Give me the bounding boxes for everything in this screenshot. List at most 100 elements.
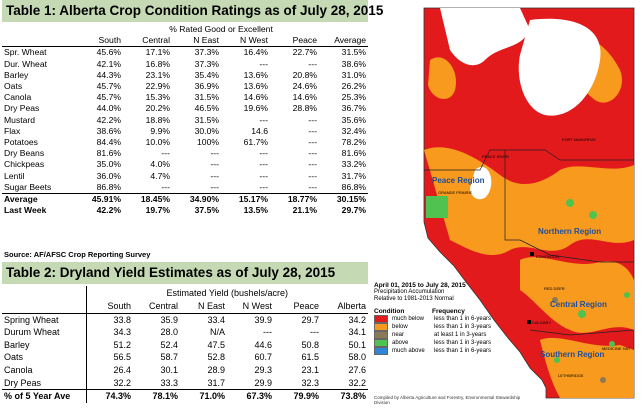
table-cell: 26.2% bbox=[341, 81, 367, 92]
area-above-3 bbox=[589, 211, 597, 219]
table-cell: 30.15% bbox=[319, 193, 369, 206]
table-cell: --- bbox=[310, 327, 319, 338]
area-below-3 bbox=[540, 337, 634, 398]
table-cell: 56.5 bbox=[113, 352, 131, 363]
table-row: Durum Wheat 34.3 28.0 N/A --- --- 34.1 bbox=[2, 326, 368, 339]
table-row: Dry Peas 44.0% 20.2% 46.5% 19.6% 28.8% 36.7% bbox=[2, 103, 368, 114]
table-cell: 31.0% bbox=[341, 69, 367, 80]
area-nonag-1 bbox=[440, 8, 530, 66]
table-row: Lentil 36.0% 4.7% --- --- --- 31.7% bbox=[2, 171, 368, 182]
table-cell: 37.3% bbox=[194, 58, 219, 69]
table-cell: 33.3 bbox=[160, 377, 178, 388]
map-region-label: Peace Region bbox=[432, 176, 485, 185]
table-cell: 15.17% bbox=[221, 193, 270, 206]
table-cell: 74.3% bbox=[86, 389, 133, 403]
table-cell: --- bbox=[161, 181, 170, 192]
table-cell: 22.7% bbox=[292, 47, 317, 58]
table-cell: 86.8% bbox=[341, 181, 367, 192]
table-cell: --- bbox=[259, 114, 268, 125]
table-cell: 30.1 bbox=[160, 364, 178, 375]
map-place-label: RED DEER bbox=[544, 286, 565, 291]
table-cell: 78.1% bbox=[133, 389, 180, 403]
column-header: Peace bbox=[274, 300, 321, 314]
map-region-label: Central Region bbox=[550, 300, 607, 309]
table-cell: 26.4 bbox=[113, 364, 131, 375]
table2-header: Estimated Yield (bushels/acre) bbox=[166, 288, 289, 298]
table-row: Spring Wheat 33.8 35.9 33.4 39.9 29.7 34.2 bbox=[2, 313, 368, 327]
table-cell: 47.5 bbox=[207, 339, 225, 350]
table-cell: 19.7% bbox=[145, 205, 170, 216]
row-label: Chickpeas bbox=[4, 159, 45, 170]
legend-condition: near bbox=[392, 331, 405, 338]
table-cell: 33.8 bbox=[113, 314, 131, 325]
table-row: Dur. Wheat 42.1% 16.8% 37.3% --- --- 38.6% bbox=[2, 59, 368, 70]
table-cell: 10.0% bbox=[145, 137, 170, 148]
table-cell: 36.7% bbox=[341, 103, 367, 114]
area-above-7 bbox=[609, 341, 615, 347]
legend-item: below less than 1 in 3-years bbox=[374, 323, 522, 331]
table-cell: 81.6% bbox=[96, 148, 121, 159]
table-cell: 17.1% bbox=[145, 47, 170, 58]
legend-frequency-header: Frequency bbox=[432, 307, 465, 315]
legend-condition: much above bbox=[392, 347, 425, 354]
table-cell: --- bbox=[308, 137, 317, 148]
column-header: N West bbox=[221, 35, 270, 48]
table-cell: 34.1 bbox=[348, 327, 367, 338]
table-cell: 44.6 bbox=[254, 339, 272, 350]
area-below-2 bbox=[520, 257, 634, 333]
row-label: Canola bbox=[4, 92, 32, 103]
table-cell: N/A bbox=[209, 327, 225, 338]
table-cell: --- bbox=[259, 170, 268, 181]
table-row: Potatoes 84.4% 10.0% 100% 61.7% --- 78.2% bbox=[2, 137, 368, 148]
area-above-6 bbox=[554, 357, 560, 363]
table-cell: 50.8 bbox=[301, 339, 319, 350]
table-cell: 22.9% bbox=[145, 81, 170, 92]
table-cell: 78.2% bbox=[341, 137, 367, 148]
table-cell: 52.8 bbox=[207, 352, 225, 363]
area-above-1 bbox=[426, 196, 448, 218]
table-row: Flax 38.6% 9.9% 30.0% 14.6 --- 32.4% bbox=[2, 126, 368, 137]
table-cell: 21.1% bbox=[292, 205, 317, 216]
row-label: Barley bbox=[4, 69, 29, 80]
table-cell: 42.1% bbox=[96, 58, 121, 69]
region-boundary-south bbox=[529, 329, 635, 336]
table-cell: 50.1 bbox=[348, 339, 367, 350]
legend-frequency: less than 1 in 6-years bbox=[434, 315, 492, 322]
table-cell: --- bbox=[308, 170, 317, 181]
table-cell: 16.8% bbox=[145, 58, 170, 69]
table-cell: 37.3% bbox=[194, 47, 219, 58]
city-marker bbox=[527, 320, 531, 324]
column-header: Alberta bbox=[321, 300, 369, 314]
table-cell: 31.5% bbox=[341, 47, 367, 58]
table-cell: --- bbox=[308, 159, 317, 170]
legend-condition-header: Condition bbox=[374, 307, 405, 315]
legend-condition: much below bbox=[392, 315, 425, 322]
table-cell: --- bbox=[259, 148, 268, 159]
row-label: Dur. Wheat bbox=[4, 58, 47, 69]
table-row: Spr. Wheat 45.6% 17.1% 37.3% 16.4% 22.7% 31.5% bbox=[2, 47, 368, 59]
table-cell: 37.5% bbox=[194, 205, 219, 216]
column-header: South bbox=[74, 35, 123, 48]
table-cell: --- bbox=[259, 159, 268, 170]
map-legend: April 01, 2015 to July 28, 2015 Precipit… bbox=[374, 282, 522, 355]
table-cell: --- bbox=[308, 58, 317, 69]
area-nonag-3 bbox=[470, 166, 492, 200]
table-cell: 45.91% bbox=[74, 193, 123, 206]
table-cell: 34.2 bbox=[348, 314, 367, 325]
row-label: Average bbox=[2, 193, 74, 206]
table-cell: 34.90% bbox=[172, 193, 221, 206]
legend-date: April 01, 2015 to July 28, 2015 bbox=[374, 282, 466, 289]
area-above-5 bbox=[624, 292, 630, 298]
legend-swatch bbox=[374, 339, 388, 347]
table-cell: 31.5% bbox=[194, 92, 219, 103]
table-cell: 100% bbox=[197, 137, 219, 148]
area-near-1 bbox=[552, 297, 558, 303]
table-cell: 42.2% bbox=[96, 205, 121, 216]
table-cell: 29.3 bbox=[254, 364, 272, 375]
table-cell: 14.6% bbox=[292, 92, 317, 103]
row-label: Sugar Beets bbox=[4, 181, 52, 192]
table1-header: % Rated Good or Excellent bbox=[169, 24, 273, 34]
map-place-label: CALGARY bbox=[532, 320, 551, 325]
table-cell: 44.0% bbox=[96, 103, 121, 114]
region-boundary-north bbox=[505, 149, 634, 161]
